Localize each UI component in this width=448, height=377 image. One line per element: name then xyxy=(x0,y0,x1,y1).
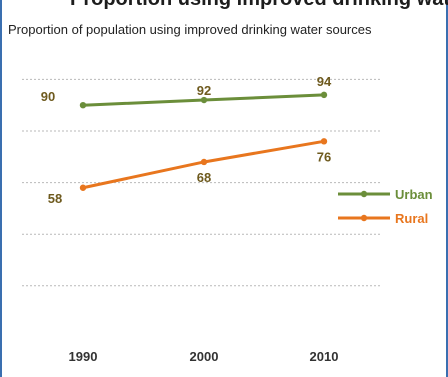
x-tick-label: 2010 xyxy=(310,349,339,364)
chart-title-clipped: Proportion using improved drinking water… xyxy=(0,0,448,14)
data-label-urban: 90 xyxy=(41,89,55,104)
x-tick-label: 1990 xyxy=(69,349,98,364)
legend: Urban Rural xyxy=(338,187,433,226)
data-labels: 90 92 94 58 68 76 xyxy=(41,74,332,206)
data-label-rural: 58 xyxy=(48,191,62,206)
gridlines xyxy=(22,78,382,287)
legend-label-rural: Rural xyxy=(395,211,428,226)
data-point-rural xyxy=(79,184,87,191)
data-label-urban: 94 xyxy=(317,74,332,89)
data-point-urban xyxy=(79,102,87,109)
legend-marker xyxy=(360,214,368,222)
data-point-urban xyxy=(200,96,208,104)
x-tick-label: 2000 xyxy=(190,349,219,364)
data-label-rural: 76 xyxy=(317,149,331,164)
legend-label-urban: Urban xyxy=(395,187,433,202)
legend-marker xyxy=(360,190,368,198)
series-group xyxy=(79,91,328,191)
data-point-rural xyxy=(320,138,328,145)
x-axis-ticks: 1990 2000 2010 xyxy=(69,349,339,364)
data-point-rural xyxy=(200,158,208,166)
chart-title: Proportion using improved drinking water… xyxy=(70,0,448,11)
data-point-urban xyxy=(320,91,328,99)
data-label-rural: 68 xyxy=(197,170,211,185)
data-label-urban: 92 xyxy=(197,83,211,98)
chart-subtitle: Proportion of population using improved … xyxy=(8,22,372,37)
